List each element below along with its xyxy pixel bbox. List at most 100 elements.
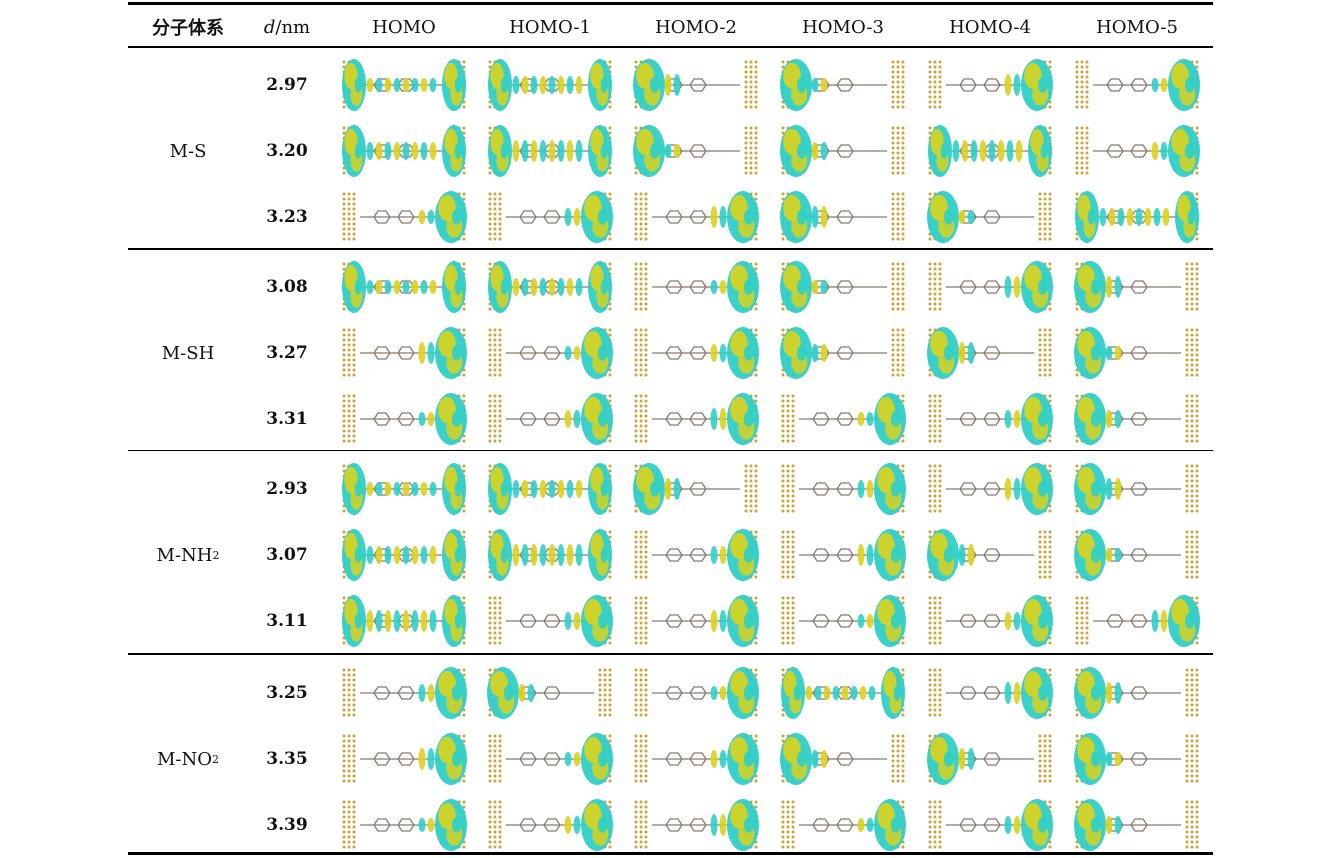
orbital-isosurface-graphic [488, 327, 613, 379]
orbital-image [926, 258, 1054, 316]
orbital-isosurface-graphic [1074, 327, 1199, 379]
orbital-isosurface-graphic [488, 463, 612, 515]
orbital-image [1073, 460, 1201, 518]
orbital-isosurface-graphic [781, 595, 906, 647]
orbital-isosurface-graphic [781, 463, 906, 515]
orbital-image [340, 730, 468, 788]
orbital-image [340, 258, 468, 316]
orbital-image [1073, 188, 1201, 246]
group-label-subscript: 2 [212, 752, 220, 766]
orbital-isosurface-graphic [927, 191, 1052, 243]
orbital-image [632, 188, 760, 246]
orbital-isosurface-graphic [342, 261, 466, 313]
orbital-isosurface-graphic [781, 529, 906, 581]
orbital-isosurface-graphic [342, 463, 466, 515]
orbital-image [1073, 324, 1201, 382]
orbital-image [340, 56, 468, 114]
distance-var: d [263, 16, 276, 38]
orbital-image [1073, 526, 1201, 584]
orbital-image [340, 664, 468, 722]
orbital-isosurface-graphic [1075, 59, 1200, 111]
distance-value: 3.25 [266, 683, 308, 703]
orbital-image [486, 460, 614, 518]
orbital-isosurface-graphic [928, 595, 1053, 647]
orbital-image [1073, 592, 1201, 650]
orbital-isosurface-graphic [634, 667, 759, 719]
orbital-image [926, 460, 1054, 518]
group-rule-3 [128, 653, 1213, 655]
orbital-image [632, 56, 760, 114]
header-rule [128, 46, 1213, 48]
orbital-isosurface-graphic [1074, 261, 1199, 313]
orbital-isosurface-graphic [928, 799, 1053, 851]
orbital-image [926, 188, 1054, 246]
orbital-image [926, 730, 1054, 788]
orbital-image [1073, 390, 1201, 448]
header-homo-1: HOMO-1 [509, 16, 591, 38]
distance-value: 2.97 [266, 75, 308, 95]
orbital-isosurface-graphic [928, 261, 1053, 313]
orbital-isosurface-graphic [634, 799, 759, 851]
orbital-image [779, 122, 907, 180]
orbital-image [340, 460, 468, 518]
orbital-isosurface-graphic [342, 191, 467, 243]
orbital-image [779, 592, 907, 650]
bottom-rule [128, 852, 1213, 855]
orbital-isosurface-graphic [927, 733, 1052, 785]
orbital-isosurface-graphic [342, 799, 467, 851]
group-rule-2 [128, 450, 1213, 451]
orbital-image [486, 664, 614, 722]
orbital-image [926, 390, 1054, 448]
orbital-isosurface-graphic [1074, 733, 1199, 785]
group-label: M-SH [128, 258, 248, 448]
group-label: M-NH 2 [128, 460, 248, 650]
distance-value: 3.20 [266, 141, 308, 161]
orbital-image [779, 664, 907, 722]
orbital-isosurface-graphic [488, 261, 612, 313]
orbital-image [1073, 56, 1201, 114]
orbital-image [779, 526, 907, 584]
orbital-image [779, 460, 907, 518]
orbital-image [486, 730, 614, 788]
orbital-image [779, 56, 907, 114]
orbital-isosurface-graphic [342, 393, 467, 445]
orbital-isosurface-graphic [780, 125, 905, 177]
orbital-isosurface-graphic [488, 59, 612, 111]
group-label-subscript: 2 [212, 548, 220, 562]
orbital-isosurface-graphic [488, 733, 613, 785]
orbital-isosurface-graphic [634, 595, 759, 647]
orbital-image [340, 188, 468, 246]
orbital-image [340, 592, 468, 650]
orbital-isosurface-graphic [634, 529, 759, 581]
orbital-image [486, 796, 614, 854]
distance-value: 3.07 [266, 545, 308, 565]
group-label: M-S [128, 56, 248, 246]
orbital-image [486, 526, 614, 584]
orbital-image [779, 324, 907, 382]
top-rule [128, 2, 1213, 5]
orbital-image [779, 390, 907, 448]
orbital-isosurface-graphic [928, 59, 1053, 111]
orbital-isosurface-graphic [488, 799, 613, 851]
group-label-text: M-SH [161, 342, 215, 364]
orbital-isosurface-graphic [781, 667, 905, 719]
orbital-image [486, 390, 614, 448]
orbital-image [1073, 258, 1201, 316]
orbital-image [632, 122, 760, 180]
orbital-image [632, 664, 760, 722]
group-rule-1 [128, 248, 1213, 250]
orbital-image [340, 526, 468, 584]
orbital-isosurface-graphic [780, 59, 905, 111]
distance-unit: /nm [275, 16, 311, 38]
orbital-image [926, 56, 1054, 114]
orbital-image [926, 796, 1054, 854]
orbital-isosurface-graphic [927, 529, 1052, 581]
orbital-isosurface-graphic [488, 125, 612, 177]
orbital-isosurface-graphic [488, 595, 613, 647]
orbital-isosurface-graphic [342, 667, 467, 719]
orbital-isosurface-graphic [1074, 799, 1199, 851]
orbital-isosurface-graphic [1074, 529, 1199, 581]
orbital-image [632, 324, 760, 382]
orbital-image [926, 592, 1054, 650]
orbital-isosurface-graphic [487, 667, 612, 719]
